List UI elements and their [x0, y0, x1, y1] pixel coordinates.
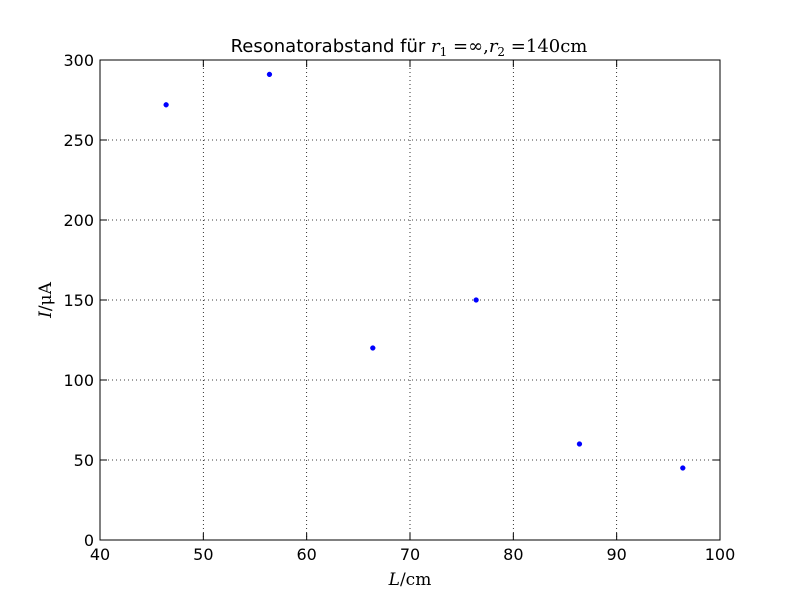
- y-tick-label: 300: [63, 51, 94, 70]
- data-point: [163, 102, 169, 108]
- x-axis-label: L/cm: [388, 570, 432, 590]
- chart-title-prefix: Resonatorabstand für: [231, 36, 431, 57]
- data-point: [370, 345, 376, 351]
- data-points: [163, 71, 686, 471]
- x-axis-label-symbol: L: [388, 570, 400, 590]
- chart-title-r2-value: =140cm: [505, 36, 587, 57]
- y-tick-label: 250: [63, 131, 94, 150]
- y-axis-label: I/μA: [36, 281, 56, 318]
- y-tick-label: 150: [63, 291, 94, 310]
- plot-frame: [99, 59, 721, 541]
- y-tick-label: 200: [63, 211, 94, 230]
- y-tick-label: 0: [84, 531, 94, 550]
- data-point: [576, 441, 583, 447]
- y-axis-label-symbol: I: [36, 311, 56, 319]
- x-tick-label: 80: [503, 545, 523, 564]
- chart-title-r1-sub: 1: [440, 45, 448, 59]
- x-tick-label: 50: [193, 545, 213, 564]
- x-tick-label: 100: [705, 545, 736, 564]
- chart-title-r1-value: =∞,: [447, 36, 489, 57]
- data-point: [473, 297, 479, 303]
- chart-title-r2-sub: 2: [497, 45, 505, 59]
- data-point: [680, 465, 686, 471]
- grid: [100, 60, 720, 540]
- chart-title-r1-symbol: r: [431, 36, 441, 57]
- x-tick-label: 60: [296, 545, 316, 564]
- x-axis-label-unit: /cm: [400, 570, 431, 590]
- chart-title-r2-symbol: r: [489, 36, 499, 57]
- y-tick-label: 100: [63, 371, 94, 390]
- y-tick-label: 50: [74, 451, 94, 470]
- x-tick-label: 90: [606, 545, 626, 564]
- chart-title: Resonatorabstand für r1 =∞,r2 =140cm: [231, 36, 588, 59]
- x-tick-label: 70: [400, 545, 420, 564]
- x-tick-label: 40: [90, 545, 110, 564]
- data-point: [266, 71, 273, 78]
- y-axis-label-unit: /μA: [36, 281, 56, 311]
- tick-labels: 40 50 60 70 80 90 100 0 50 100 150 200 250 300: [63, 51, 735, 564]
